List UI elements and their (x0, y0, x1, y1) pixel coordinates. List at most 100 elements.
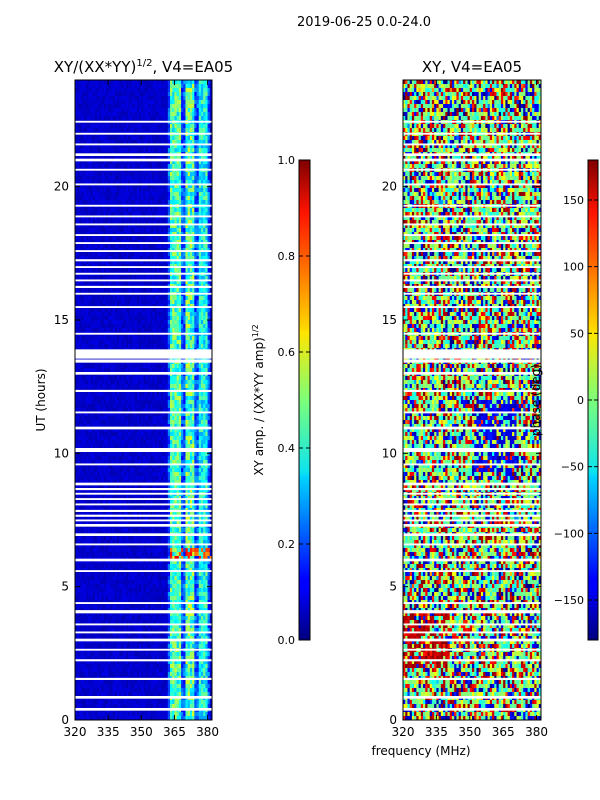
heatmap-cell (108, 196, 111, 201)
heatmap-cell (121, 260, 125, 265)
heatmap-cell (103, 252, 107, 257)
heatmap-cell (176, 396, 180, 401)
heatmap-cell (108, 88, 111, 93)
heatmap-cell (152, 316, 155, 321)
heatmap-cell (97, 128, 100, 133)
heatmap-cell (132, 200, 136, 205)
heatmap-cell (110, 236, 113, 241)
heatmap-cell (152, 308, 155, 313)
heatmap-cell (75, 160, 78, 165)
heatmap-cell (174, 144, 178, 149)
heatmap-cell (185, 344, 189, 349)
heatmap-cell (192, 192, 195, 197)
heatmap-cell (200, 192, 204, 197)
heatmap-cell (165, 104, 169, 109)
heatmap-cell (75, 392, 78, 397)
heatmap-cell (187, 384, 191, 389)
heatmap-cell (119, 216, 122, 221)
heatmap-cell (205, 208, 208, 213)
heatmap-cell (101, 172, 105, 177)
heatmap-cell (97, 308, 100, 313)
heatmap-cell (75, 84, 78, 89)
heatmap-cell (110, 300, 113, 305)
heatmap-cell (152, 224, 155, 229)
heatmap-cell (189, 320, 193, 325)
heatmap-cell (187, 148, 191, 153)
heatmap-cell (167, 80, 171, 85)
heatmap-cell (99, 376, 102, 381)
heatmap-cell (75, 400, 78, 405)
heatmap-cell (112, 104, 116, 109)
heatmap-cell (119, 400, 122, 405)
heatmap-cell (194, 140, 197, 145)
heatmap-cell (185, 208, 189, 213)
heatmap-cell (112, 396, 116, 401)
heatmap-cell (112, 288, 116, 293)
heatmap-cell (103, 164, 107, 169)
heatmap-cell (150, 236, 153, 241)
heatmap-cell (121, 228, 125, 233)
heatmap-cell (161, 84, 164, 89)
heatmap-cell (108, 184, 111, 189)
heatmap-cell (161, 268, 164, 273)
heatmap-cell (88, 320, 91, 325)
heatmap-cell (196, 108, 200, 113)
heatmap-cell (99, 104, 102, 109)
heatmap-cell (139, 84, 142, 89)
heatmap-cell (174, 384, 178, 389)
heatmap-cell (154, 100, 158, 105)
heatmap-cell (170, 296, 173, 301)
heatmap-cell (108, 392, 111, 397)
heatmap-cell (141, 196, 144, 201)
heatmap-cell (158, 336, 162, 341)
heatmap-cell (174, 80, 178, 85)
heatmap-cell (92, 124, 96, 129)
heatmap-cell (125, 92, 129, 97)
heatmap-cell (165, 164, 169, 169)
heatmap-cell (114, 196, 118, 201)
heatmap-cell (150, 200, 153, 205)
heatmap-cell (75, 208, 78, 213)
heatmap-cell (176, 156, 180, 161)
heatmap-cell (185, 300, 189, 305)
heatmap-cell (88, 184, 91, 189)
heatmap-cell (203, 256, 206, 261)
heatmap-cell (81, 136, 85, 141)
heatmap-cell (200, 124, 204, 129)
heatmap-cell (139, 220, 142, 225)
heatmap-cell (130, 92, 133, 97)
heatmap-cell (178, 324, 182, 329)
heatmap-cell (167, 260, 171, 265)
heatmap-cell (79, 380, 83, 385)
heatmap-cell (114, 188, 118, 193)
heatmap-cell (88, 312, 91, 317)
heatmap-cell (108, 328, 111, 333)
heatmap-cell (192, 392, 195, 397)
heatmap-cell (114, 216, 118, 221)
heatmap-cell (150, 380, 153, 385)
heatmap-cell (196, 344, 200, 349)
heatmap-cell (185, 336, 189, 341)
heatmap-cell (167, 160, 171, 165)
heatmap-cell (207, 80, 211, 85)
heatmap-cell (112, 300, 116, 305)
heatmap-cell (83, 164, 87, 169)
heatmap-cell (152, 96, 155, 101)
heatmap-cell (198, 92, 202, 97)
heatmap-cell (158, 328, 162, 333)
heatmap-cell (174, 128, 178, 133)
heatmap-cell (183, 160, 186, 165)
heatmap-cell (163, 288, 166, 293)
heatmap-cell (77, 268, 80, 273)
heatmap-cell (123, 228, 127, 233)
heatmap-cell (209, 340, 212, 345)
heatmap-cell (147, 268, 151, 273)
heatmap-cell (136, 344, 140, 349)
heatmap-cell (110, 96, 113, 101)
heatmap-cell (178, 340, 182, 345)
heatmap-cell (167, 336, 171, 341)
heatmap-cell (150, 376, 153, 381)
heatmap-cell (189, 228, 193, 233)
heatmap-cell (203, 180, 206, 185)
heatmap-cell (172, 116, 175, 121)
